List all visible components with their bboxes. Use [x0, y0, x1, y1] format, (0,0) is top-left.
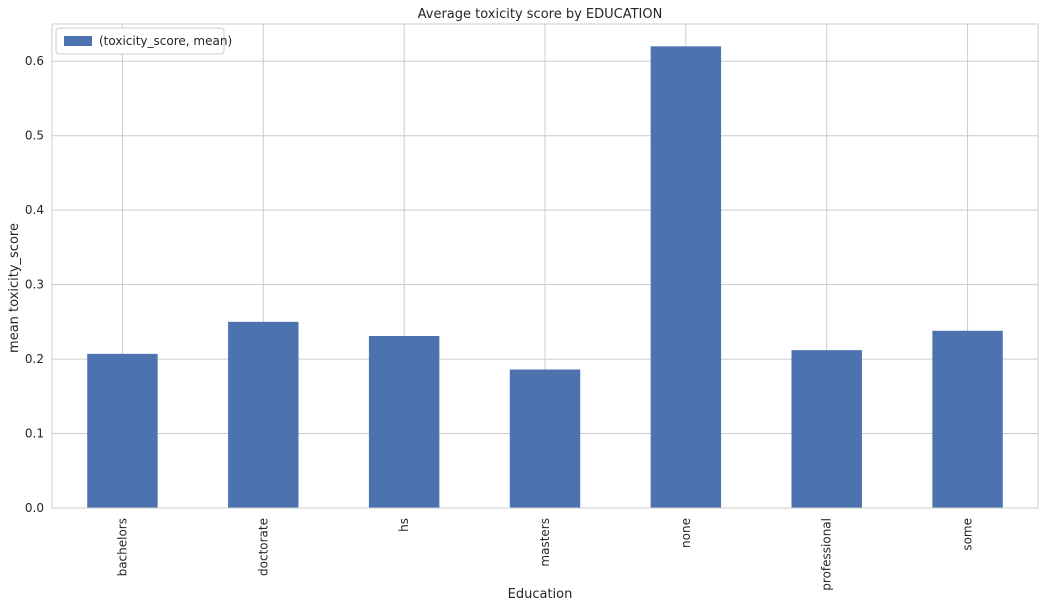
x-tick-label: professional	[820, 518, 834, 591]
bar-professional	[791, 350, 862, 508]
y-tick-label: 0.3	[25, 278, 44, 292]
bar-doctorate	[228, 321, 299, 508]
legend: (toxicity_score, mean)	[55, 27, 232, 55]
bar-bachelors	[87, 353, 158, 508]
y-tick-label: 0.4	[25, 203, 44, 217]
legend-swatch	[64, 36, 92, 46]
x-tick-label: doctorate	[256, 518, 270, 576]
bars	[87, 46, 1003, 508]
x-tick-label: hs	[397, 518, 411, 532]
x-axis-ticks: bachelors doctorate hs masters none professio…	[115, 518, 974, 591]
x-axis-label: Education	[508, 587, 573, 602]
y-tick-label: 0.5	[25, 129, 44, 143]
y-tick-label: 0.2	[25, 352, 44, 366]
chart-title: Average toxicity score by EDUCATION	[418, 7, 663, 22]
x-tick-label: some	[961, 518, 975, 551]
y-tick-label: 0.6	[25, 54, 44, 68]
x-tick-label: bachelors	[115, 518, 129, 576]
legend-box	[55, 27, 225, 55]
legend-label: (toxicity_score, mean)	[99, 34, 232, 48]
x-tick-label: masters	[538, 518, 552, 567]
bar-hs	[368, 335, 440, 508]
y-axis-label: mean toxicity_score	[7, 223, 22, 353]
plot-frame	[51, 23, 1039, 509]
bar-masters	[509, 369, 581, 508]
bar-none	[650, 46, 722, 508]
x-tick-label: none	[679, 518, 693, 548]
bar-some	[932, 330, 1003, 508]
y-axis-ticks: 0.0 0.1 0.2 0.3 0.4 0.5 0.6	[25, 54, 44, 515]
y-tick-label: 0.1	[25, 427, 44, 441]
y-tick-label: 0.0	[25, 501, 44, 515]
